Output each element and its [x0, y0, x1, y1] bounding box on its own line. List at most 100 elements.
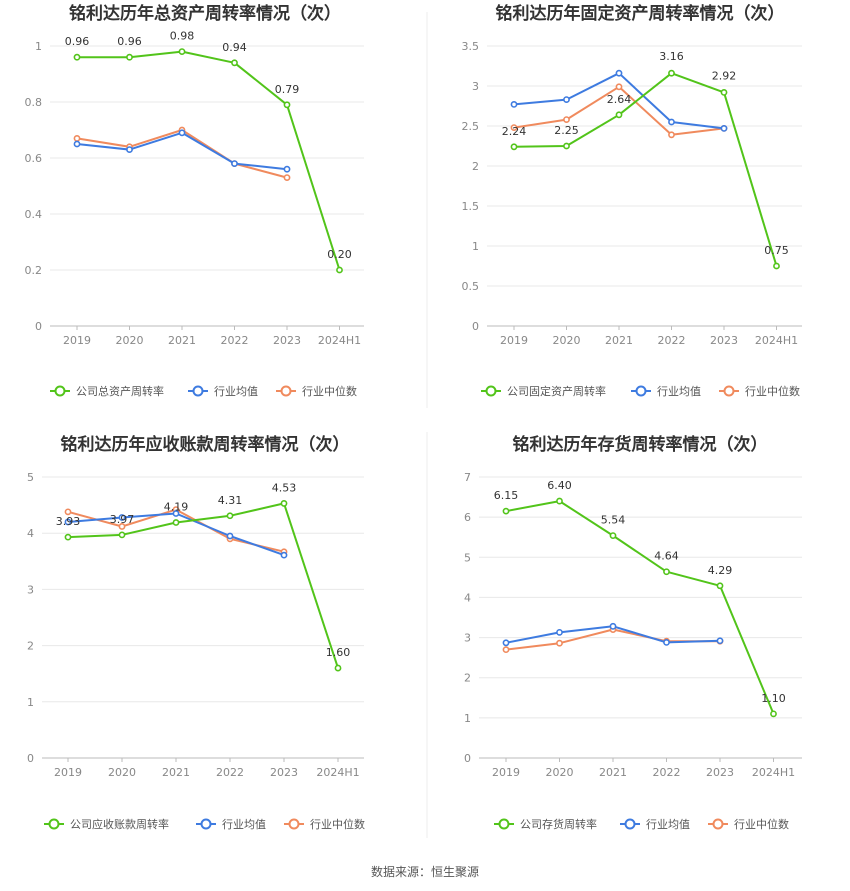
- data-label: 3.97: [110, 513, 135, 526]
- y-tick-label: 0: [472, 320, 479, 333]
- data-label: 4.29: [708, 564, 733, 577]
- x-tick-label: 2023: [706, 766, 734, 779]
- data-label: 4.64: [654, 550, 679, 563]
- data-label: 3.93: [56, 515, 81, 528]
- data-point: [773, 262, 780, 270]
- legend-swatch-marker: [54, 385, 66, 397]
- legend-label: 公司固定资产周转率: [507, 384, 606, 398]
- series-line-1: [77, 50, 341, 271]
- x-tick-label: 2022: [653, 766, 681, 779]
- y-tick-label: 7: [464, 471, 471, 484]
- legend-swatch-marker: [723, 385, 735, 397]
- data-point: [556, 628, 563, 636]
- data-point: [283, 101, 291, 109]
- series-line-3: [76, 129, 288, 179]
- y-tick-label: 2.5: [462, 120, 480, 133]
- data-label: 6.40: [547, 479, 572, 492]
- y-tick-label: 2: [464, 672, 471, 685]
- x-tick-label: 2023: [710, 334, 738, 347]
- data-label: 0.79: [275, 83, 300, 96]
- legend-label: 行业均值: [214, 385, 258, 398]
- legend-swatch-marker: [635, 385, 647, 397]
- legend-swatch-marker: [624, 818, 636, 830]
- data-point: [73, 140, 81, 148]
- legend-swatch-marker: [192, 385, 204, 397]
- data-point: [502, 639, 510, 647]
- y-tick-label: 2: [472, 160, 479, 173]
- y-tick-label: 2: [27, 640, 34, 653]
- data-point: [280, 551, 288, 559]
- legend-label: 公司总资产周转率: [76, 384, 164, 398]
- chart-panel-1: 铭利达历年总资产周转率情况（次） 0 0.2 0.4 0.6 0.8 1 2019 2020 20…: [25, 3, 364, 398]
- data-point: [615, 83, 623, 91]
- series-line-1: [513, 72, 778, 267]
- legend-swatch-marker: [485, 385, 497, 397]
- data-label: 0.75: [764, 244, 789, 257]
- data-point: [126, 146, 133, 153]
- x-tick-label: 2023: [270, 766, 298, 779]
- data-point: [609, 532, 617, 540]
- data-point: [720, 89, 728, 96]
- data-point: [510, 124, 518, 131]
- y-tick-label: 1: [27, 696, 34, 709]
- data-point: [563, 142, 570, 150]
- data-point: [231, 59, 238, 67]
- data-label: 0.96: [65, 35, 90, 48]
- data-point: [172, 519, 180, 526]
- data-label: 2.92: [712, 69, 737, 82]
- data-point: [334, 664, 342, 672]
- x-tick-label: 2021: [599, 766, 627, 779]
- x-tick-label: 2020: [546, 766, 574, 779]
- data-point: [510, 101, 518, 108]
- chart-panel-2: 铭利达历年固定资产周转率情况（次） 0 0.5 1 1.5 2 2.5 3 3.5 2019 202…: [462, 3, 802, 398]
- data-point: [283, 174, 291, 181]
- legend-label: 行业中位数: [302, 384, 357, 398]
- data-point: [668, 69, 675, 77]
- x-tick-label: 2019: [492, 766, 520, 779]
- data-label: 5.54: [601, 514, 626, 527]
- x-tick-label: 2021: [168, 334, 196, 347]
- y-tick-label: 5: [27, 471, 34, 484]
- legend-label: 行业均值: [646, 818, 690, 831]
- y-tick-label: 0.8: [25, 96, 43, 109]
- data-point: [615, 111, 623, 119]
- x-tick-label: 2020: [108, 766, 136, 779]
- x-tick-label: 2024H1: [752, 766, 795, 779]
- legend-label: 公司应收账款周转率: [70, 817, 169, 831]
- data-point: [510, 143, 518, 151]
- data-label: 0.98: [170, 30, 195, 43]
- series-line-2: [76, 131, 288, 171]
- legend-label: 行业中位数: [310, 817, 365, 831]
- x-tick-label: 2021: [605, 334, 633, 347]
- legend-swatch-marker: [48, 818, 60, 830]
- data-point: [280, 500, 288, 507]
- series-line-1: [67, 502, 339, 669]
- data-label: 6.15: [494, 489, 519, 502]
- data-point: [609, 622, 617, 630]
- data-point: [556, 639, 563, 647]
- data-point: [226, 532, 234, 540]
- data-point: [502, 646, 510, 654]
- data-label: 2.25: [554, 124, 579, 137]
- legend-label: 行业中位数: [745, 384, 800, 398]
- legend-swatch-marker: [280, 385, 292, 397]
- data-point: [563, 96, 570, 103]
- chart-title: 铭利达历年固定资产周转率情况（次）: [496, 3, 785, 24]
- data-label: 2.24: [502, 125, 527, 138]
- x-tick-label: 2022: [221, 334, 249, 347]
- data-point: [231, 160, 238, 167]
- y-tick-label: 3: [27, 583, 34, 596]
- data-label: 4.19: [164, 501, 189, 514]
- data-point: [720, 124, 728, 132]
- legend-swatch-marker: [712, 818, 724, 830]
- legend-swatch-marker: [200, 818, 212, 830]
- x-tick-label: 2019: [500, 334, 528, 347]
- x-tick-label: 2022: [658, 334, 686, 347]
- x-tick-label: 2024H1: [316, 766, 359, 779]
- x-tick-label: 2023: [273, 334, 301, 347]
- legend-label: 行业中位数: [734, 817, 789, 831]
- y-tick-label: 5: [464, 551, 471, 564]
- y-tick-label: 6: [464, 511, 471, 524]
- y-tick-label: 0: [464, 752, 471, 765]
- x-tick-label: 2019: [63, 334, 91, 347]
